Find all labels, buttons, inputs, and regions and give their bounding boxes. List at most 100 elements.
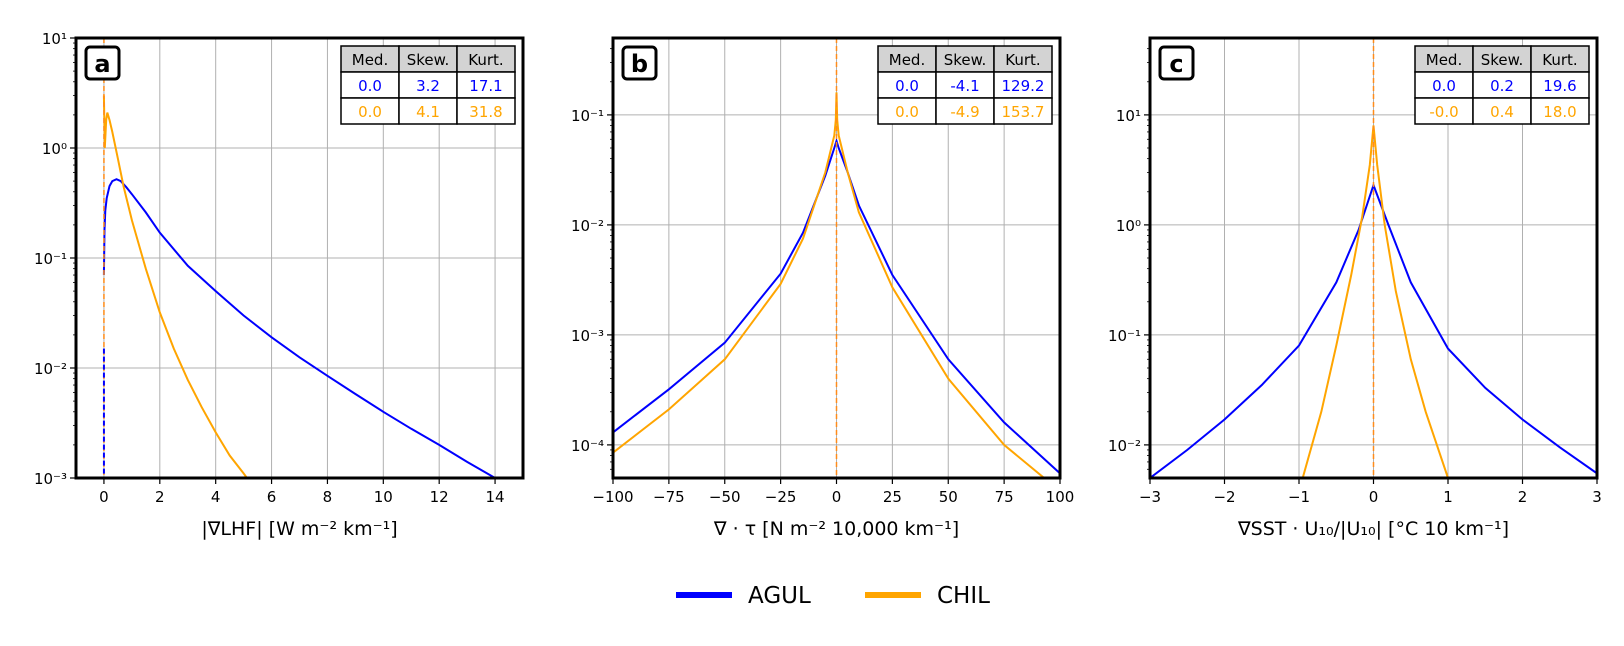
series-group (1150, 38, 1597, 478)
table-cell-agul: 129.2 (1002, 77, 1045, 95)
y-tick-label: 10⁻³ (34, 470, 67, 488)
x-tick-label: 3 (1592, 488, 1602, 506)
x-tick-label: 2 (1518, 488, 1528, 506)
y-tick-label: 10¹ (1116, 107, 1141, 125)
table-cell (1472, 71, 1532, 99)
y-tick-label: 10⁰ (1116, 217, 1141, 235)
legend-label-chil: CHIL (937, 583, 990, 609)
table-cell-agul: 0.2 (1490, 77, 1514, 95)
x-tick-label: −2 (1213, 488, 1235, 506)
y-tick-label: 10⁻¹ (571, 107, 604, 125)
panel-b: −100 −75 −50 −25 0 25 50 75 100 10⁻⁴ 10⁻³ 10⁻² 10⁻¹ ∇… (571, 36, 1075, 540)
x-tick-label: 14 (486, 488, 505, 506)
x-tick-label: 10 (374, 488, 393, 506)
legend: AGUL CHIL (676, 583, 990, 609)
table-header-cell (1414, 45, 1474, 73)
table-header-text: Skew. (407, 51, 450, 69)
panel-letter-a: a (84, 45, 121, 81)
x-tick-label: −100 (592, 488, 633, 506)
panel-letter-text: c (1169, 50, 1183, 78)
table-header-text: Skew. (1481, 51, 1524, 69)
series-group (102, 38, 498, 478)
table-cell-chil: -0.0 (1429, 103, 1458, 121)
panel-letter-text: a (94, 50, 110, 78)
y-tick-label: 10⁻³ (571, 327, 604, 345)
x-tick-label: −50 (709, 488, 741, 506)
table-cell-chil: 18.0 (1543, 103, 1576, 121)
x-axis-label: ∇SST · U₁₀/|U₁₀| [°C 10 km⁻¹] (1237, 518, 1509, 540)
panel-c: −3 −2 −1 0 1 2 3 10⁻² 10⁻¹ 10⁰ 10¹ ∇SST · U₁₀/|U₁₀|… (1108, 36, 1602, 540)
table-cell (1414, 97, 1474, 125)
y-tick-label: 10⁻² (1108, 437, 1141, 455)
series-line-chil (102, 95, 249, 478)
y-tick-label: 10⁻² (34, 360, 67, 378)
panel-letter-box (621, 45, 658, 81)
table-cell (456, 71, 516, 99)
y-tick-label: 10⁻⁴ (571, 437, 604, 455)
table-cell (456, 97, 516, 125)
x-tick-label: 4 (211, 488, 221, 506)
table-cell-chil: 31.8 (469, 103, 502, 121)
x-tick-label: 0 (99, 488, 109, 506)
x-tick-label: 75 (995, 488, 1014, 506)
y-tick-label: 10⁻¹ (1108, 327, 1141, 345)
table-header-cell (1472, 45, 1532, 73)
table-cell (340, 97, 400, 125)
y-tick-label: 10⁻¹ (34, 250, 67, 268)
table-cell-agul: 0.0 (1432, 77, 1456, 95)
table-cell (398, 71, 458, 99)
panel-letter-text: b (631, 50, 648, 78)
stats-table: Med. Skew. Kurt. 0.0 -4.1 129.2 0.0 -4.9 153.7 (877, 45, 1053, 125)
x-tick-label: −1 (1288, 488, 1310, 506)
table-cell-chil: 153.7 (1002, 103, 1045, 121)
x-tick-label: 50 (939, 488, 958, 506)
table-header-text: Kurt. (1542, 51, 1577, 69)
table-header-text: Kurt. (468, 51, 503, 69)
x-tick-label: 2 (155, 488, 165, 506)
table-header-cell (993, 45, 1053, 73)
table-cell-chil: 0.0 (895, 103, 919, 121)
table-cell (1472, 97, 1532, 125)
legend-label-agul: AGUL (748, 583, 811, 609)
panel-letter-box (84, 45, 121, 81)
table-header-text: Med. (1426, 51, 1462, 69)
panel-letter-box (1158, 45, 1195, 81)
x-tick-label: 100 (1046, 488, 1075, 506)
table-cell (1530, 97, 1590, 125)
x-tick-label: −75 (653, 488, 685, 506)
table-header-text: Skew. (944, 51, 987, 69)
x-tick-label: 8 (323, 488, 333, 506)
table-cell-chil: -4.9 (950, 103, 979, 121)
y-tick-label: 10¹ (42, 30, 67, 48)
table-cell (398, 97, 458, 125)
stats-table: Med. Skew. Kurt. 0.0 3.2 17.1 0.0 4.1 31.8 (340, 45, 516, 125)
panel-a: 0 2 4 6 8 10 12 14 10⁻³ 10⁻² 10⁻¹ 10⁰ 10¹ |∇LHF| [W m… (34, 30, 525, 540)
table-cell (993, 71, 1053, 99)
table-cell-agul: 17.1 (469, 77, 502, 95)
table-cell-agul: 19.6 (1543, 77, 1576, 95)
stats-table: Med. Skew. Kurt. 0.0 0.2 19.6 -0.0 0.4 18.0 (1414, 45, 1590, 125)
x-tick-label: 0 (1369, 488, 1379, 506)
series-line-agul (102, 178, 498, 478)
table-cell-chil: 0.4 (1490, 103, 1514, 121)
series-line-chil (613, 92, 1046, 478)
y-tick-label: 10⁻² (571, 217, 604, 235)
table-header-text: Kurt. (1005, 51, 1040, 69)
x-tick-label: −25 (765, 488, 797, 506)
x-axis-label: ∇ · τ [N m⁻² 10,000 km⁻¹] (713, 518, 959, 540)
series-line-agul (613, 137, 1060, 475)
series-group (613, 38, 1060, 478)
y-tick-label: 10⁰ (42, 140, 67, 158)
panel-letter-c: c (1158, 45, 1195, 81)
table-cell-chil: 0.0 (358, 103, 382, 121)
table-cell-agul: -4.1 (950, 77, 979, 95)
table-header-cell (398, 45, 458, 73)
x-tick-label: −3 (1139, 488, 1161, 506)
table-cell-agul: 0.0 (358, 77, 382, 95)
table-cell-chil: 4.1 (416, 103, 440, 121)
x-tick-label: 1 (1443, 488, 1453, 506)
table-cell (993, 97, 1053, 125)
table-header-cell (456, 45, 516, 73)
table-header-text: Med. (352, 51, 388, 69)
